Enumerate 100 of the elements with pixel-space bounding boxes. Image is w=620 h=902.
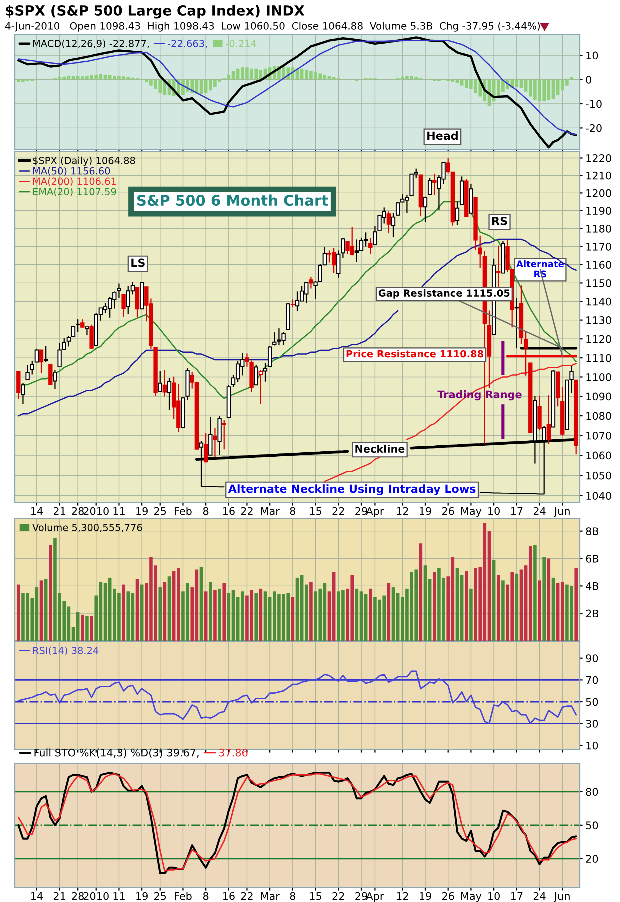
bar (296, 578, 300, 641)
bar (528, 546, 532, 641)
y-tick-label: 10 (586, 742, 598, 750)
legend-label: 37.86 (219, 748, 248, 757)
candlestick (213, 428, 218, 458)
annotation: RS (492, 217, 508, 226)
x-tick-label: 2010 (84, 892, 109, 900)
y-tick-label: 2B (586, 610, 599, 618)
bar (204, 592, 208, 641)
bar (76, 612, 80, 641)
bar (232, 71, 236, 80)
bar (264, 592, 268, 641)
bar (227, 593, 231, 641)
y-tick-label: 1210 (586, 172, 612, 180)
y-tick-label: 1090 (586, 392, 612, 401)
bar (368, 588, 372, 641)
y-tick-label: 1220 (586, 154, 612, 162)
bar (502, 580, 505, 641)
bar (200, 80, 204, 94)
legend-label: Volume 5,300,555,776 (32, 524, 142, 532)
bar (49, 545, 52, 641)
line-series (18, 36, 578, 149)
annotation: Head (428, 132, 458, 140)
annotation: Neckline (356, 444, 405, 454)
bar (515, 574, 519, 641)
bar (552, 578, 556, 641)
bar (222, 583, 226, 641)
x-tick-label: 15 (310, 507, 322, 516)
x-tick-label: 28 (72, 892, 84, 900)
y-tick-label: 1080 (586, 412, 612, 420)
x-tick-label: Jun (554, 892, 570, 902)
x-tick-label: 28 (72, 507, 84, 516)
x-tick-label: 22 (332, 507, 344, 516)
y-tick-label: 1060 (586, 452, 612, 460)
x-tick-label: May (461, 507, 482, 518)
bar (310, 582, 313, 641)
x-tick-label: 26 (442, 507, 454, 516)
x-tick-label: 8 (203, 507, 209, 516)
y-tick-label: 1180 (586, 224, 612, 233)
legend-label: RSI(14) 38.24 (33, 646, 99, 656)
bar (464, 571, 468, 641)
x-tick-label: Mar (261, 892, 280, 900)
bar (328, 76, 332, 80)
bar (560, 582, 564, 641)
y-tick-label: 8B (586, 528, 599, 536)
y-tick-label: 1140 (586, 298, 612, 306)
x-tick-label: 16 (223, 507, 235, 516)
y-tick-label: 1050 (586, 472, 612, 480)
x-tick-label: 19 (136, 507, 148, 516)
y-tick-label: 50 (586, 822, 598, 830)
x-tick-label: 2010 (84, 507, 109, 516)
y-tick-label: 50 (586, 698, 598, 706)
x-tick-label: 25 (154, 507, 166, 516)
candlestick (514, 298, 519, 350)
line-series (18, 670, 578, 725)
y-tick-label: 4B (586, 582, 599, 590)
annotation: S&P 500 6 Month Chart (137, 194, 328, 206)
annotation: Price Resistance 1110.88 (346, 350, 484, 358)
candlestick (496, 245, 501, 288)
y-tick-label: 0 (586, 76, 592, 84)
x-tick-label: 22 (332, 892, 344, 900)
y-tick-label: 6B (586, 554, 599, 563)
x-tick-label: 22 (241, 507, 253, 516)
bar (470, 588, 473, 641)
y-tick-label: 1100 (586, 373, 612, 382)
bar (90, 616, 94, 641)
x-tick-label: Mar (261, 507, 280, 516)
x-tick-label: 19 (420, 892, 432, 900)
bar (364, 594, 368, 641)
chart-title: $SPX (S&P 500 Large Cap Index) INDX (6, 5, 305, 19)
bar (419, 544, 423, 641)
y-tick-label: 1120 (586, 335, 612, 344)
x-tick-label: 29 (356, 507, 368, 516)
bar (332, 572, 336, 641)
legend-label: MACD(12,26,9) -22.877, (33, 40, 150, 49)
bar (424, 566, 428, 641)
bar (104, 74, 108, 80)
legend-label: -22.663, (168, 40, 208, 48)
y-tick-label: 70 (586, 676, 598, 684)
x-tick-label: 8 (290, 507, 296, 516)
bar (355, 588, 359, 641)
bar (136, 579, 140, 641)
x-tick-label: 12 (397, 892, 408, 900)
bar (218, 588, 222, 641)
candlestick (487, 310, 492, 389)
x-tick-label: 8 (290, 892, 296, 900)
annotation: Alternate Neckline Using Intraday Lows (228, 484, 476, 496)
bar (542, 557, 546, 641)
x-tick-label: 17 (511, 507, 523, 516)
annotation: LS (132, 258, 145, 268)
bar (496, 575, 500, 641)
legend-label: EMA(20) 1107.59 (33, 188, 116, 197)
bar (360, 592, 364, 641)
candlestick (309, 276, 314, 290)
y-tick-label: 20 (586, 855, 598, 864)
y-tick-label: 1170 (586, 242, 612, 251)
bar (570, 77, 574, 80)
bar (387, 583, 391, 641)
bar (538, 580, 542, 641)
x-tick-label: 24 (534, 892, 546, 900)
